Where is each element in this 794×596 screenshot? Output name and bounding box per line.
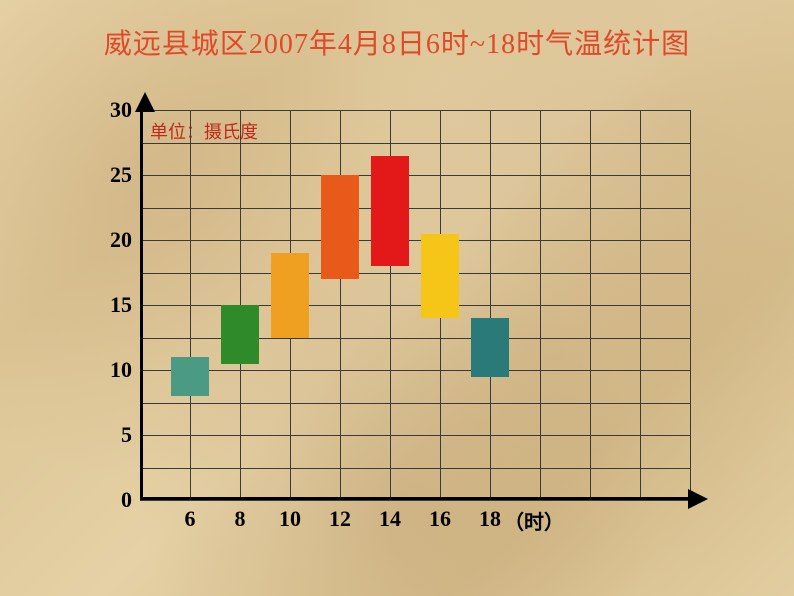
bar	[471, 318, 509, 377]
x-tick-label: 6	[185, 506, 196, 532]
bar	[321, 175, 359, 279]
x-axis-unit: （时）	[504, 506, 564, 535]
grid-line-v	[490, 110, 491, 500]
y-tick-label: 20	[110, 227, 132, 253]
grid-line-v	[690, 110, 691, 500]
bar	[221, 305, 259, 364]
bar	[421, 234, 459, 319]
x-tick-label: 18	[479, 506, 501, 532]
arrow-right-icon	[688, 489, 708, 509]
grid-line-h	[140, 500, 690, 501]
y-tick-label: 5	[121, 422, 132, 448]
y-tick-label: 10	[110, 357, 132, 383]
grid-line-h	[140, 240, 690, 241]
chart-title: 威远县城区2007年4月8日6时~18时气温统计图	[0, 22, 794, 62]
chart-area: 单位：摄氏度 （时） 0 5 10 15 20 25 30 6 8 10 12 14 16 18	[80, 85, 720, 555]
bar	[171, 357, 209, 396]
grid-line-h	[140, 175, 690, 176]
grid-line-v	[540, 110, 541, 500]
grid-line-h	[140, 110, 690, 111]
grid-line-v	[340, 110, 341, 500]
unit-label: 单位：摄氏度	[150, 118, 258, 144]
x-tick-label: 14	[379, 506, 401, 532]
grid-line-h	[140, 403, 690, 404]
plot-area: 单位：摄氏度 （时） 051015202530681012141618	[140, 110, 690, 500]
grid-line-v	[590, 110, 591, 500]
slide: 威远县城区2007年4月8日6时~18时气温统计图 单位：摄氏度 （时） 0 5 1…	[0, 0, 794, 596]
grid-line-h	[140, 143, 690, 144]
x-tick-label: 8	[235, 506, 246, 532]
x-tick-label: 12	[329, 506, 351, 532]
y-axis	[140, 110, 143, 500]
x-axis	[140, 497, 690, 500]
grid-line-h	[140, 273, 690, 274]
arrow-up-icon	[135, 92, 155, 112]
grid-line-v	[190, 110, 191, 500]
grid-line-v	[640, 110, 641, 500]
bar	[271, 253, 309, 338]
y-tick-label: 25	[110, 162, 132, 188]
x-tick-label: 16	[429, 506, 451, 532]
x-tick-label: 10	[279, 506, 301, 532]
grid-line-h	[140, 468, 690, 469]
grid-line-h	[140, 208, 690, 209]
grid-line-h	[140, 435, 690, 436]
y-tick-label: 0	[121, 487, 132, 513]
grid-line-h	[140, 370, 690, 371]
bar	[371, 156, 409, 267]
y-tick-label: 15	[110, 292, 132, 318]
y-tick-label: 30	[110, 97, 132, 123]
